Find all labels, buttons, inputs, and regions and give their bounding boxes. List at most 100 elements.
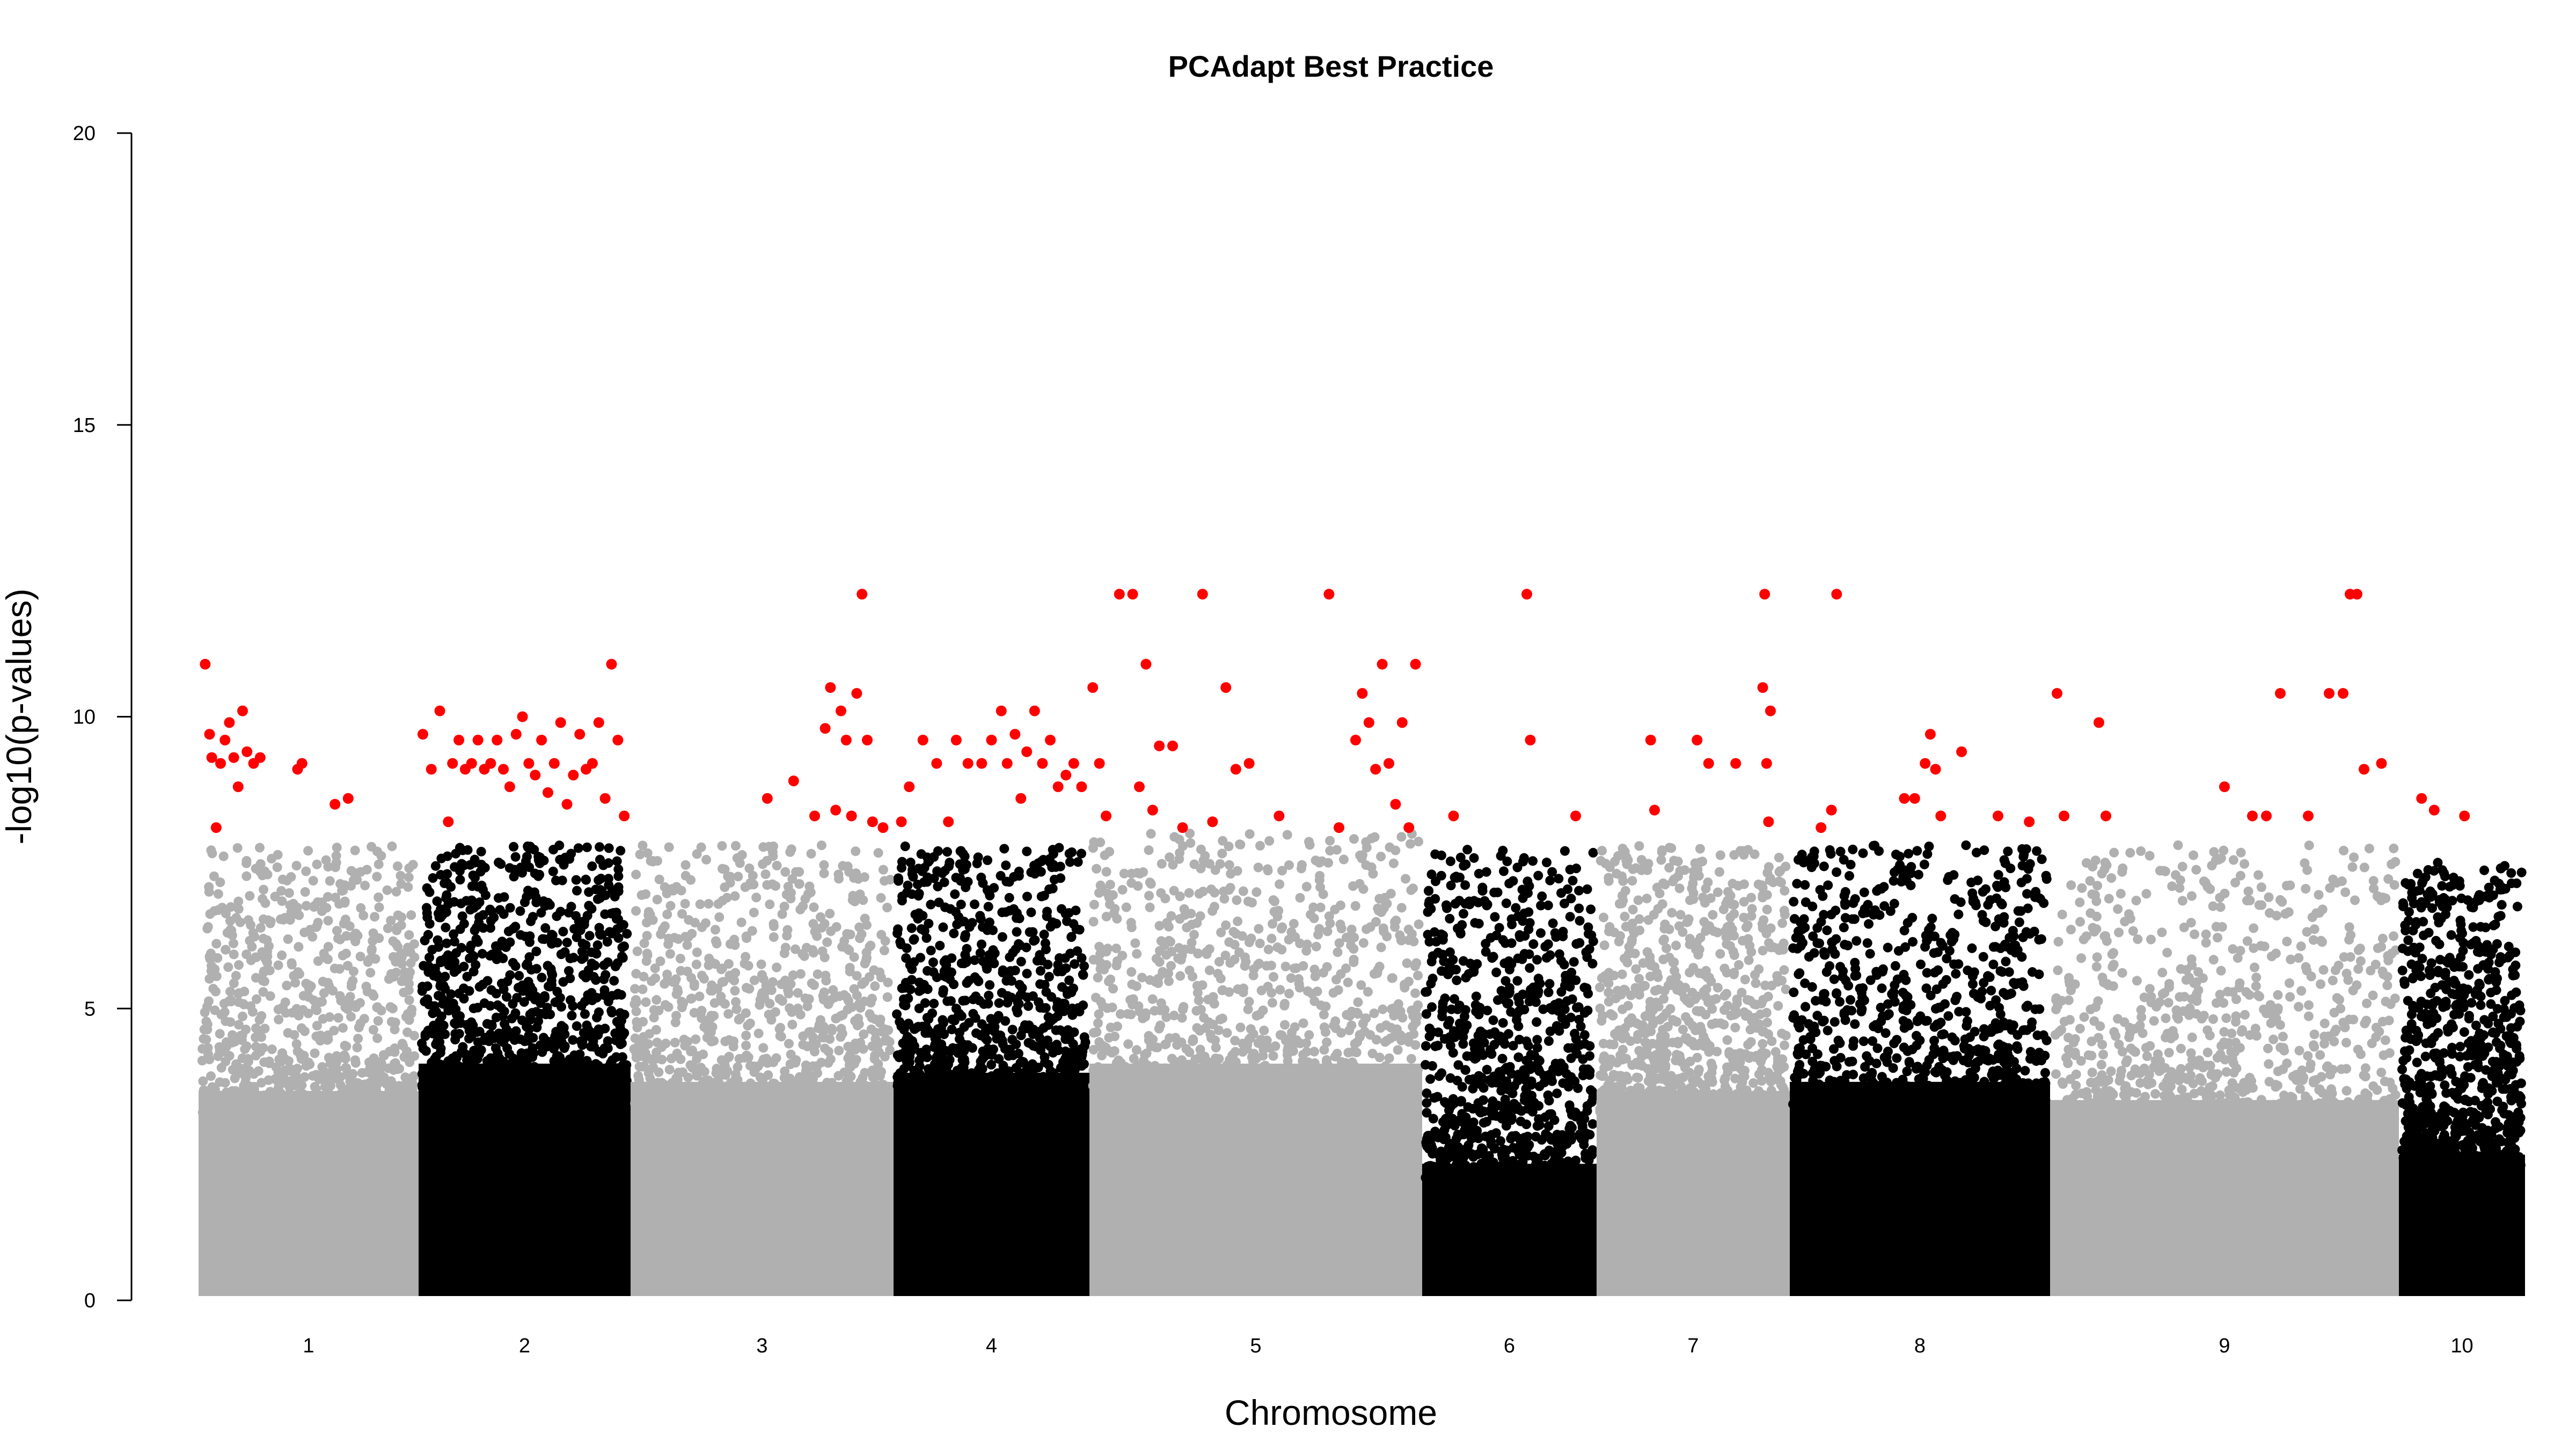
data-point xyxy=(1218,1069,1228,1079)
data-point xyxy=(1137,972,1147,983)
data-point xyxy=(634,1074,644,1085)
data-point xyxy=(713,899,723,909)
data-point xyxy=(811,1096,822,1107)
data-point xyxy=(917,981,927,991)
data-point xyxy=(341,1063,351,1073)
data-point xyxy=(1135,868,1145,879)
data-point xyxy=(1434,1071,1444,1081)
data-point xyxy=(906,923,917,933)
data-point xyxy=(1353,1083,1364,1093)
data-point xyxy=(449,1056,459,1066)
data-point xyxy=(382,885,392,895)
data-point xyxy=(529,1048,539,1058)
data-point xyxy=(368,928,378,938)
data-point xyxy=(277,896,287,906)
data-point xyxy=(300,1104,310,1115)
data-point xyxy=(456,1046,466,1057)
data-point xyxy=(939,877,949,888)
data-point xyxy=(1004,877,1014,887)
data-point xyxy=(1126,878,1137,888)
data-point xyxy=(512,993,522,1003)
data-point xyxy=(443,899,453,909)
data-point xyxy=(997,932,1007,942)
data-point xyxy=(1301,1038,1312,1048)
data-point xyxy=(584,901,594,911)
data-point xyxy=(335,879,346,889)
data-point xyxy=(775,1022,786,1033)
data-point xyxy=(454,1029,464,1039)
data-point xyxy=(329,1026,339,1036)
chart-title: PCAdapt Best Practice xyxy=(1168,49,1494,83)
data-point xyxy=(528,985,538,996)
data-point xyxy=(1297,860,1307,870)
data-point xyxy=(1263,866,1273,876)
data-point xyxy=(780,942,791,953)
data-point xyxy=(741,952,751,962)
data-point xyxy=(931,1088,941,1099)
data-point xyxy=(1318,889,1328,899)
data-point xyxy=(524,862,535,872)
data-point xyxy=(397,952,407,962)
data-point xyxy=(258,914,268,924)
data-point xyxy=(665,901,676,911)
data-point xyxy=(1311,941,1321,952)
data-point xyxy=(1405,1083,1415,1093)
data-point xyxy=(584,887,594,897)
data-point xyxy=(1055,1025,1065,1035)
data-point xyxy=(205,909,215,919)
data-point xyxy=(720,1057,730,1067)
data-point xyxy=(276,1053,287,1063)
data-point xyxy=(1166,961,1176,971)
data-point xyxy=(1225,1055,1235,1065)
data-point xyxy=(1130,938,1140,948)
data-point xyxy=(759,1081,770,1091)
data-point xyxy=(1391,1074,1401,1084)
data-point xyxy=(903,993,913,1004)
data-point xyxy=(969,899,979,910)
data-point xyxy=(515,1067,525,1077)
data-point xyxy=(1371,917,1381,927)
data-point xyxy=(772,962,782,972)
data-point xyxy=(1269,972,1279,982)
data-point xyxy=(618,953,628,963)
data-point xyxy=(581,875,591,885)
data-point xyxy=(1213,1082,1223,1092)
data-point xyxy=(816,840,826,851)
data-point xyxy=(655,956,665,967)
data-point xyxy=(1208,906,1218,916)
data-point xyxy=(813,969,823,979)
data-point xyxy=(1073,857,1083,867)
data-point xyxy=(652,1037,662,1048)
data-point xyxy=(1055,1078,1065,1088)
data-point xyxy=(213,889,223,899)
data-point xyxy=(833,1071,844,1081)
data-point xyxy=(284,888,294,898)
y-tick-label: 5 xyxy=(84,998,96,1020)
data-point xyxy=(910,910,920,920)
data-point xyxy=(780,1066,790,1077)
data-point xyxy=(758,859,768,869)
data-point xyxy=(353,1034,363,1044)
data-point xyxy=(959,1091,969,1101)
data-point xyxy=(231,971,241,981)
data-point xyxy=(1367,1049,1378,1059)
data-point xyxy=(657,1078,667,1088)
data-point xyxy=(441,907,451,917)
data-point xyxy=(720,1036,730,1046)
data-point xyxy=(1192,988,1203,998)
data-point xyxy=(926,946,936,956)
data-point xyxy=(229,949,239,960)
data-point xyxy=(613,871,624,881)
data-point xyxy=(1209,999,1219,1009)
data-point xyxy=(858,1044,868,1054)
data-point xyxy=(622,928,632,939)
data-point xyxy=(1154,1023,1164,1034)
data-point xyxy=(206,1071,216,1081)
data-point xyxy=(847,1002,857,1012)
data-point xyxy=(1373,964,1383,975)
data-point xyxy=(313,956,323,966)
data-point xyxy=(213,905,223,916)
data-point xyxy=(1147,994,1158,1004)
data-point xyxy=(834,1045,844,1056)
